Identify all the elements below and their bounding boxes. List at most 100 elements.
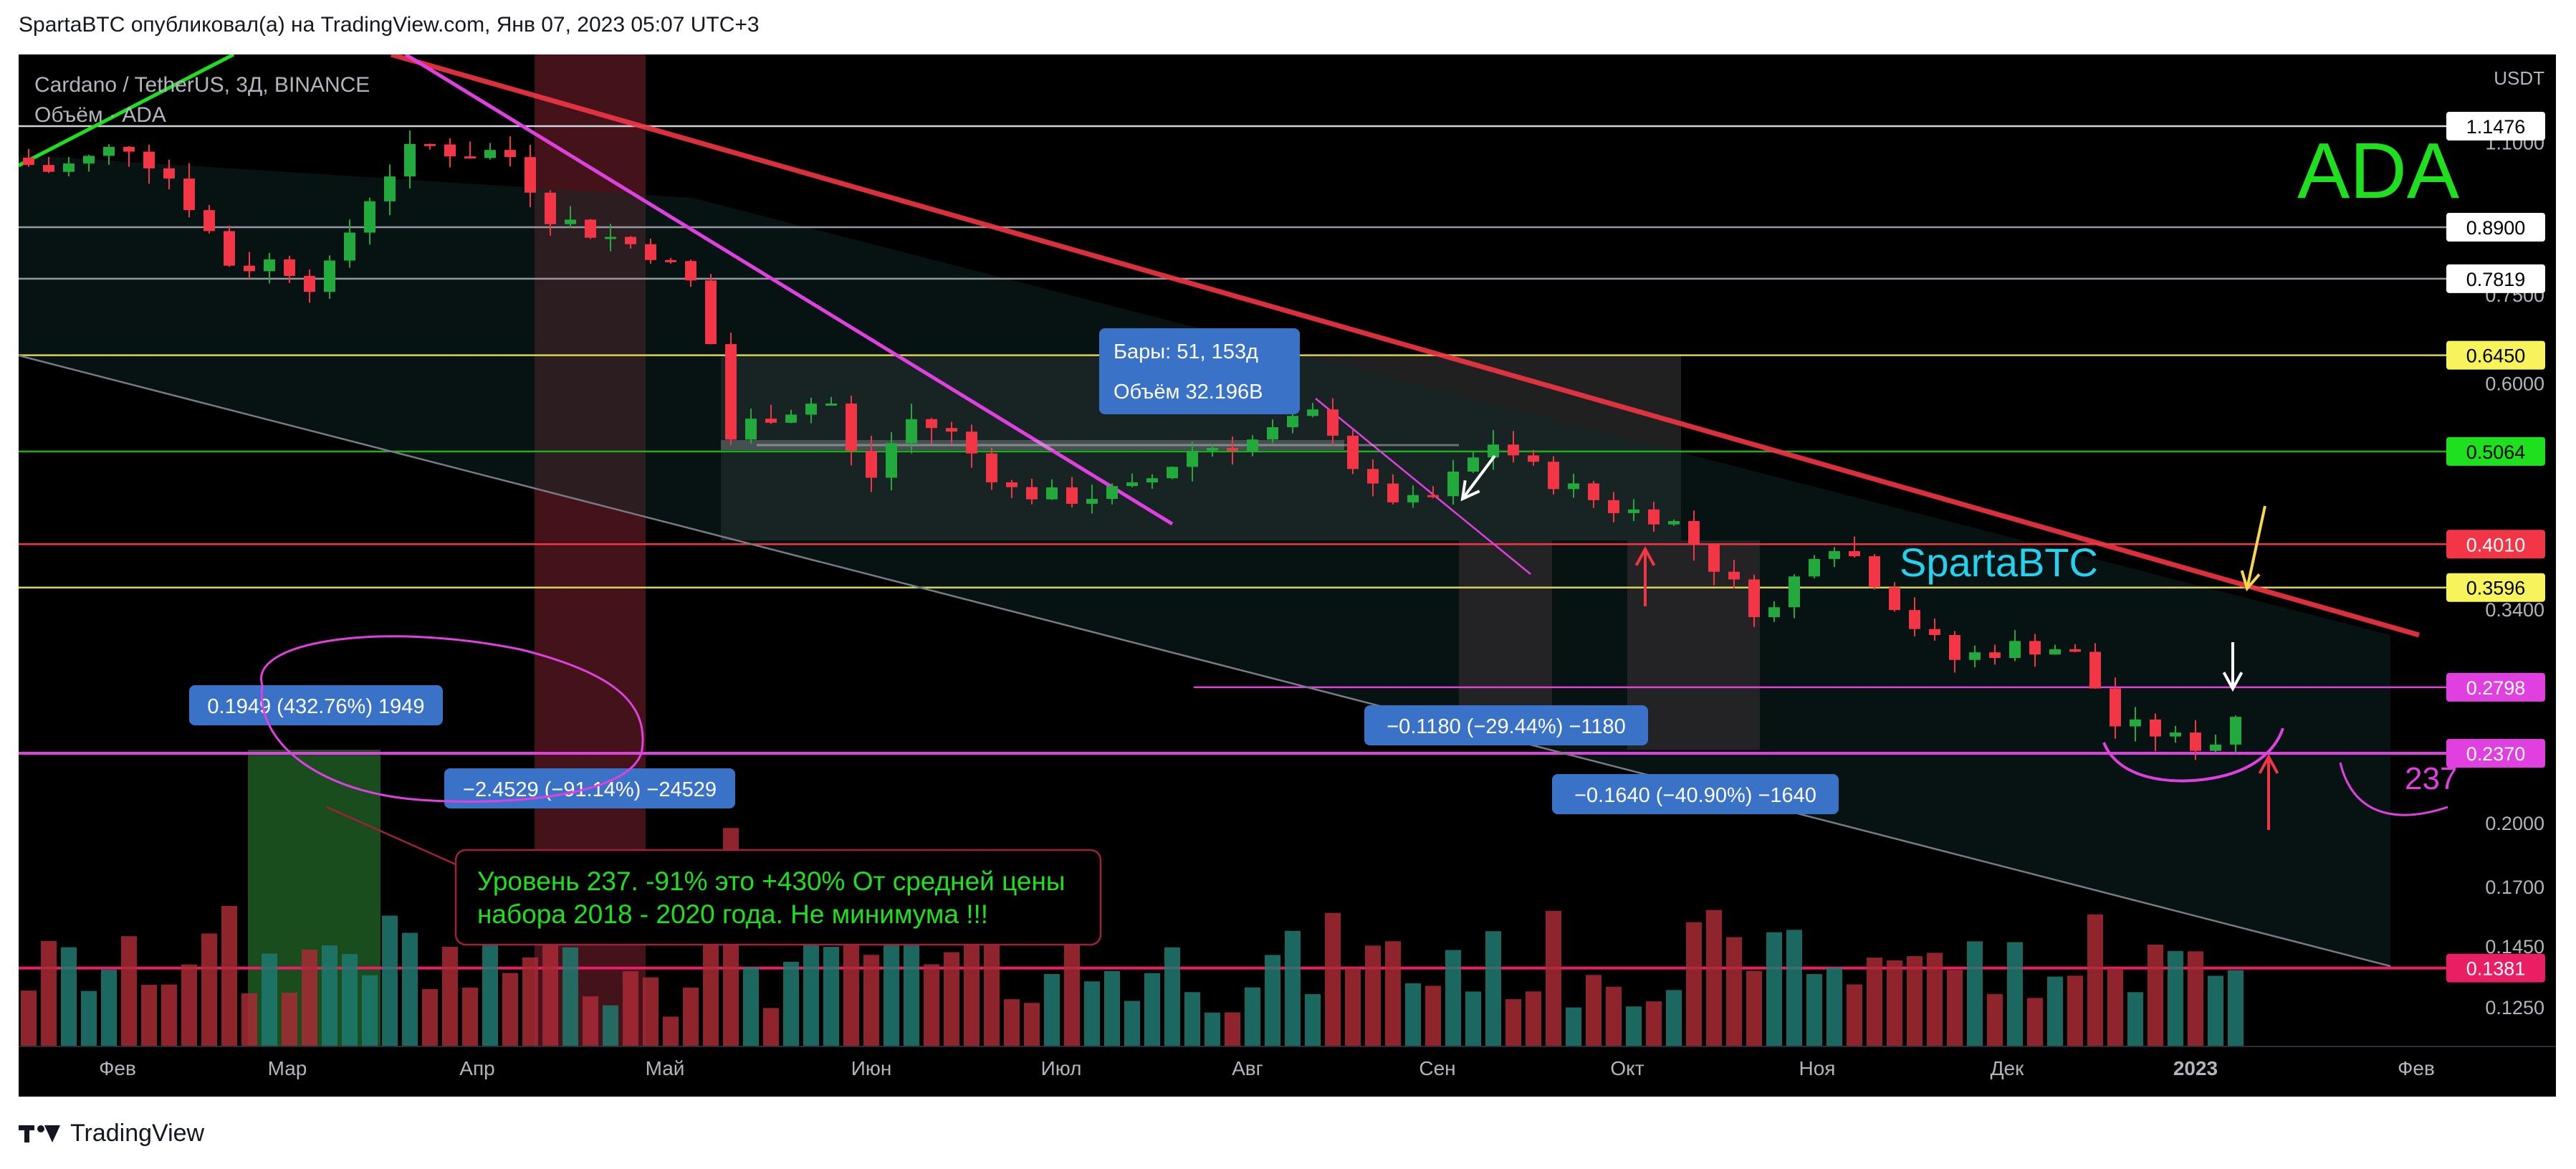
volume-bar [603,1005,618,1046]
price-level-label: 0.4010 [2466,534,2526,555]
candle-body [926,419,937,429]
volume-bar [2087,914,2103,1046]
y-tick-label: 0.3400 [2485,599,2544,621]
note-box [454,849,1102,946]
candle-body [1989,652,2001,658]
volume-bar [1084,981,1100,1046]
hand-circle-magenta [260,635,644,803]
volume-bar [1365,945,1381,1046]
volume-bar [1626,1006,1642,1046]
volume-bar [141,984,157,1046]
magenta-trend-line-2 [1315,398,1531,575]
candle-body [1588,483,1599,500]
volume-bar [1907,956,1923,1046]
hand-label-237: 237 [2405,761,2457,796]
volume-bar [502,973,518,1046]
volume-bar [201,933,217,1046]
white-arrow-icon [2222,672,2244,692]
price-level-badge [2446,213,2545,242]
volume-bar [322,945,337,1046]
price-level-label: 0.6450 [2466,345,2526,367]
x-tick-label: Фев [99,1057,136,1079]
volume-bar [262,953,277,1046]
volume-bar [1867,958,1882,1046]
candle-body [805,404,817,415]
candle-body [986,453,997,482]
volume-bar [663,1016,679,1046]
channel-fill [19,155,2390,966]
candle-body [886,443,897,478]
volume-bar [863,955,879,1046]
candle-body [1809,558,1820,577]
volume-bar [1806,974,1822,1046]
candle-body [1046,487,1058,500]
chart-svg[interactable]: USDT1.10000.75000.60000.34000.20000.1700… [19,54,2556,1097]
chart-area[interactable]: USDT 1.1000 0.7500 0.6000 0.3400 0.2000 0.1700… [19,54,2556,1097]
volume-bar [1666,990,1682,1046]
candle-body [645,244,656,260]
volume-line: Объём · ADA [34,103,166,127]
volume-bar [282,993,297,1046]
volume-bar [904,927,919,1046]
volume-bar [161,984,177,1046]
candle-body [384,176,396,201]
volume-bar [2107,968,2123,1046]
x-tick-label: Июн [851,1057,892,1079]
volume-bar [1245,987,1260,1046]
volume-bar [382,915,398,1046]
volume-bar [41,940,57,1046]
x-tick-label: Мар [268,1057,307,1079]
volume-bar [1887,960,1902,1046]
volume-bar [482,930,498,1046]
measure-box [1364,705,1648,745]
candle-body [1167,467,1178,479]
volume-bar [2127,992,2143,1046]
candle-body [2210,744,2221,751]
volume-bar [643,977,659,1046]
candle-body [565,219,576,224]
volume-bar [2228,970,2244,1046]
price-level-badge [2446,436,2545,466]
axis-currency-label: USDT [2494,67,2544,89]
candle-body [2049,649,2061,655]
measure-box [189,685,443,725]
volume-bar [623,971,638,1046]
candle-body [424,143,436,146]
author-label: SpartaBTC [1900,540,2098,585]
candle-body [1367,469,1379,484]
measure-box-text: −2.4529 (−91.14%) −24529 [463,778,717,801]
candle-body [123,146,135,152]
candle-body [2190,733,2201,751]
volume-bar [221,905,237,1046]
volume-bar [823,946,839,1046]
yellow-arrow-icon [2246,505,2266,589]
volume-bar [2208,975,2223,1046]
ada-big-label: ADA [2297,127,2460,215]
candle-body [1748,579,1760,618]
candle-body [1106,486,1118,500]
candle-body [304,275,315,292]
candle-body [2009,641,2021,658]
volume-bar [2047,976,2063,1046]
volume-bar [1586,975,1601,1046]
y-tick-label: 0.6000 [2485,373,2544,395]
price-level-label: 0.5064 [2466,442,2526,463]
y-tick-label: 0.1700 [2485,877,2544,898]
candle-body [1728,571,1740,580]
candle-body [1407,495,1419,502]
candle-body [1387,483,1399,502]
tradingview-logo-icon[interactable] [19,1122,62,1144]
candle-body [625,237,636,244]
candle-body [685,261,696,281]
price-level-label: 0.7819 [2466,269,2526,290]
candle-body [23,158,34,166]
price-level-badge [2446,672,2545,702]
volume-bar [462,987,478,1046]
bg-zone-sep [1459,540,1552,736]
measure-box-text: −0.1640 (−40.90%) −1640 [1574,784,1816,807]
volume-bar [81,991,97,1046]
candle-body [1909,610,1920,629]
volume-bar [1826,967,1842,1046]
candle-body [605,237,616,239]
candle-body [1026,487,1038,500]
